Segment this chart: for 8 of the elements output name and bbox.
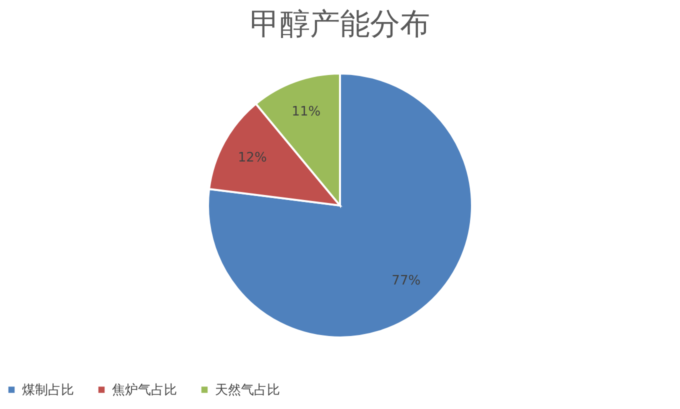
data-label: 12%: [238, 150, 267, 166]
data-label: 11%: [292, 104, 321, 120]
pie-slice: [207, 72, 473, 338]
data-label: 77%: [392, 274, 421, 289]
legend-label: 焦炉气占比: [112, 382, 177, 398]
legend-label: 煤制占比: [22, 382, 74, 398]
legend-label: 天然气占比: [215, 382, 280, 398]
chart-title: 甲醇产能分布: [250, 7, 430, 42]
